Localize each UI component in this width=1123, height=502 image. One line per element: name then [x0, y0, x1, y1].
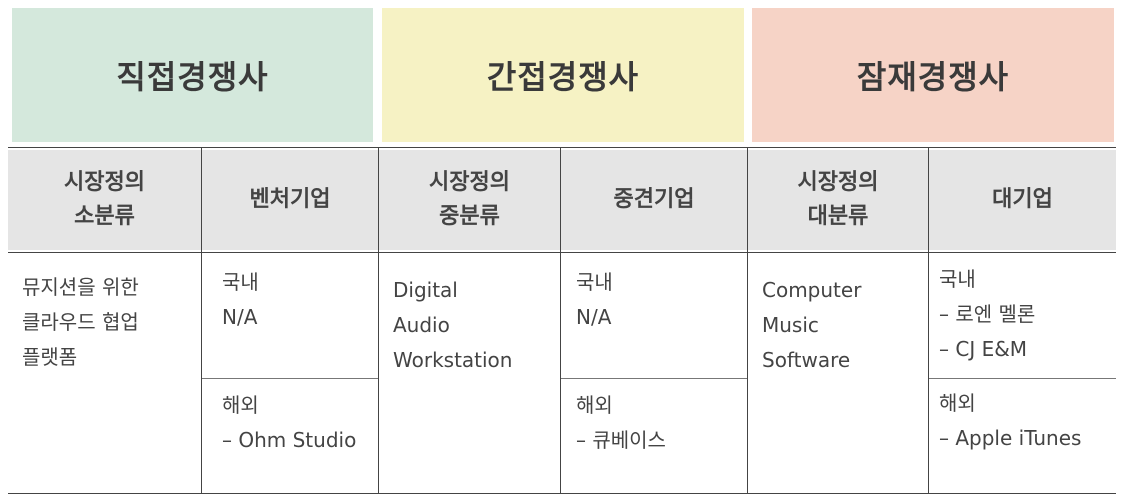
cell-line: 해외 — [939, 391, 976, 415]
subheader-midsize-company: 중견기업 — [613, 187, 695, 212]
cell-line: – Ohm Studio — [222, 428, 357, 452]
cell-line: 해외 — [222, 393, 259, 417]
cell-line: Digital — [393, 278, 458, 302]
header-potential-competitor: 잠재경쟁사 — [752, 8, 1114, 142]
cell-line: 국내 — [222, 270, 259, 294]
cell-line: – 큐베이스 — [576, 428, 666, 452]
subheader-row — [8, 150, 1116, 250]
cell-potential-domestic: 국내 – 로엔 멜론 – CJ E&M — [939, 262, 1115, 367]
cell-line: 국내 — [576, 270, 613, 294]
column-divider — [747, 147, 748, 494]
header-direct-competitor: 직접경쟁사 — [12, 8, 373, 142]
cell-line: Software — [762, 348, 851, 372]
cell-indirect-domestic: 국내 N/A — [576, 265, 744, 335]
cell-potential-market: Computer Music Software — [762, 273, 927, 378]
column-divider — [378, 147, 379, 494]
cell-line: 클라우드 협업 — [22, 310, 139, 334]
subheader-potential-market: 시장정의 대분류 — [748, 150, 928, 250]
subheader-large-company: 대기업 — [992, 187, 1053, 212]
subheader-direct-market: 시장정의 소분류 — [8, 150, 201, 250]
subheader-line: 시장정의 — [429, 170, 510, 195]
column-divider — [201, 147, 202, 494]
cell-line: – 로엔 멜론 — [939, 302, 1036, 326]
cell-line: Computer — [762, 278, 862, 302]
cell-line: 플랫폼 — [22, 345, 78, 369]
cell-indirect-market: Digital Audio Workstation — [393, 273, 558, 378]
subheader-indirect-market: 시장정의 중분류 — [379, 150, 560, 250]
cell-line: Audio — [393, 313, 450, 337]
cell-potential-overseas: 해외 – Apple iTunes — [939, 386, 1115, 456]
table-top-line — [8, 147, 1116, 148]
subheader-bottom-line — [8, 252, 1116, 253]
header-indirect-competitor: 간접경쟁사 — [382, 8, 744, 142]
subheader-line: 중분류 — [439, 204, 500, 229]
column-divider — [560, 147, 561, 494]
table-bottom-line — [8, 493, 1116, 494]
cell-line: – CJ E&M — [939, 337, 1028, 361]
cell-line: Workstation — [393, 348, 513, 372]
cell-line: 해외 — [576, 393, 613, 417]
cell-line: N/A — [222, 305, 258, 329]
cell-line: 뮤지션을 위한 — [22, 275, 139, 299]
divider-direct — [202, 378, 378, 379]
cell-line: – Apple iTunes — [939, 426, 1082, 450]
cell-line: N/A — [576, 305, 612, 329]
cell-line: Music — [762, 313, 819, 337]
subheader-line: 시장정의 — [797, 170, 879, 195]
divider-indirect — [561, 378, 747, 379]
cell-direct-overseas: 해외 – Ohm Studio — [222, 388, 377, 458]
cell-indirect-overseas: 해외 – 큐베이스 — [576, 388, 744, 458]
subheader-line: 대분류 — [807, 204, 869, 229]
subheader-line: 시장정의 — [64, 170, 145, 195]
divider-potential — [929, 378, 1116, 379]
cell-line: 국내 — [939, 267, 976, 291]
cell-direct-domestic: 국내 N/A — [222, 265, 377, 335]
cell-direct-market: 뮤지션을 위한 클라우드 협업 플랫폼 — [22, 270, 198, 375]
column-divider — [928, 147, 929, 494]
subheader-venture-company: 벤처기업 — [249, 187, 331, 212]
subheader-line: 소분류 — [74, 204, 135, 229]
